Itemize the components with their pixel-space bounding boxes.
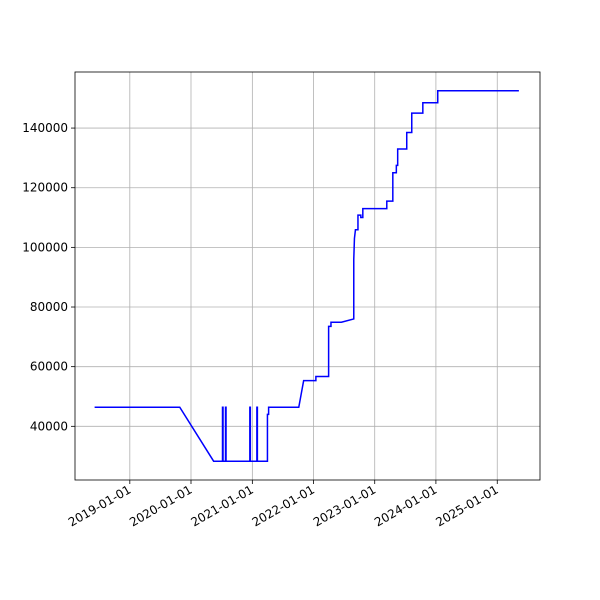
x-tick-label: 2023-01-01 [311,482,378,529]
x-tick-label: 2025-01-01 [433,482,500,529]
x-tick-label: 2021-01-01 [188,482,255,529]
x-tick-label: 2019-01-01 [66,482,133,529]
y-tick-label: 120000 [22,181,68,195]
data-line [94,90,519,462]
x-tick-label: 2020-01-01 [127,482,194,529]
y-tick-label: 40000 [30,419,68,433]
x-tick-label: 2022-01-01 [250,482,317,529]
y-tick-label: 80000 [30,300,68,314]
x-tick-label: 2024-01-01 [372,482,439,529]
y-tick-label: 100000 [22,240,68,254]
y-tick-label: 60000 [30,360,68,374]
plot-frame [74,71,541,481]
y-tick-label: 140000 [22,121,68,135]
